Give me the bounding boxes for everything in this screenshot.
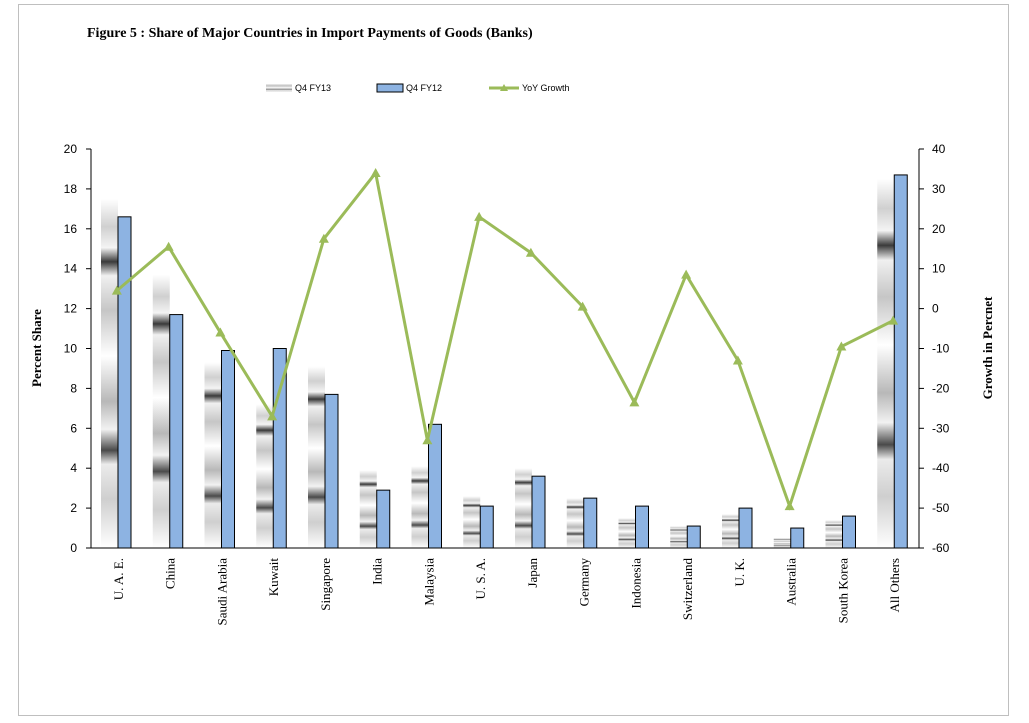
bar-q4fy12 [893, 174, 908, 549]
x-tick-label: Australia [784, 558, 799, 606]
bar-q4fy13 [101, 198, 118, 548]
legend-swatch-q4fy13 [266, 84, 292, 92]
line-yoy-growth [115, 169, 894, 511]
y-tick-label: 0 [70, 541, 77, 555]
marker-yoy-growth [784, 501, 795, 511]
y2-tick-label: 0 [932, 302, 939, 316]
x-tick-label: U. A. E. [111, 558, 126, 600]
y2-tick-label: 30 [932, 182, 946, 196]
bar-q4fy13 [877, 178, 895, 549]
y2-tick-label: -60 [932, 541, 950, 555]
legend-label-yoy: YoY Growth [522, 83, 570, 93]
bar-q4fy12 [738, 507, 753, 549]
bar-q4fy13 [411, 466, 429, 548]
bar-q4fy13 [722, 514, 739, 548]
y2-tick-label: -30 [932, 421, 950, 435]
legend-marker-yoy [500, 84, 508, 91]
y2-tick-label: 10 [932, 262, 946, 276]
y2-axis-title: Growth in Percnet [980, 296, 995, 399]
x-tick-label: Switzerland [680, 558, 695, 621]
marker-yoy-growth [370, 167, 381, 177]
x-tick-label: China [163, 558, 178, 589]
bar-q4fy13 [463, 496, 481, 548]
bar-q4fy12 [376, 489, 391, 549]
marker-yoy-growth [577, 301, 588, 311]
bar-q4fy12 [635, 505, 649, 549]
bar-q4fy12 [479, 505, 494, 549]
marker-yoy-growth [681, 269, 692, 279]
x-tick-label: U. S. A. [473, 558, 488, 600]
x-tick-label: Singapore [318, 558, 333, 611]
x-tick-label: Indonesia [628, 558, 643, 609]
bar-q4fy12 [531, 475, 546, 549]
legend-label-q4fy13: Q4 FY13 [295, 83, 331, 93]
bar-q4fy12 [842, 515, 856, 549]
marker-yoy-growth [525, 247, 536, 257]
marker-yoy-growth [732, 355, 743, 365]
bar-q4fy12 [117, 216, 132, 549]
plot-area: 0 2 4 6 8 10 12 14 16 18 20 -60 -50 -40 -30 -20 -10 0 10 20… [64, 142, 950, 626]
marker-yoy-growth [474, 211, 485, 221]
legend-swatch-q4fy12 [376, 83, 404, 93]
bar-q4fy12 [324, 393, 339, 549]
bar-q4fy12 [790, 527, 805, 549]
y-tick-label: 2 [70, 501, 77, 515]
marker-yoy-growth [422, 435, 433, 445]
y-tick-label: 18 [64, 182, 78, 196]
y-tick-label: 14 [64, 262, 78, 276]
bar-q4fy12 [221, 349, 235, 549]
x-tick-label: South Korea [835, 558, 850, 624]
y-tick-label: 16 [64, 222, 78, 236]
legend: Q4 FY13 Q4 FY12 YoY Growth [266, 83, 570, 93]
y-tick-label: 20 [64, 142, 78, 156]
y-tick-label: 8 [70, 381, 77, 395]
x-tick-label: All Others [887, 558, 902, 613]
x-tick-label: India [370, 558, 385, 585]
bar-q4fy13 [566, 498, 584, 548]
bar-q4fy13 [359, 470, 377, 548]
bar-q4fy13 [825, 520, 843, 548]
bar-q4fy13 [670, 526, 688, 548]
marker-yoy-growth [629, 397, 640, 407]
x-tick-label: Malaysia [421, 558, 436, 606]
marker-yoy-growth [111, 285, 122, 295]
y-tick-label: 12 [64, 302, 78, 316]
x-tick-label: Saudi Arabia [214, 558, 229, 626]
legend-label-q4fy12: Q4 FY12 [406, 83, 442, 93]
marker-yoy-growth [888, 315, 899, 325]
y-tick-label: 4 [70, 461, 77, 475]
bar-q4fy13 [773, 538, 791, 548]
y-tick-label: 6 [70, 421, 77, 435]
y2-tick-label: 20 [932, 222, 946, 236]
y2-tick-label: 40 [932, 142, 946, 156]
y2-tick-label: -40 [932, 461, 950, 475]
bar-q4fy13 [618, 518, 636, 548]
y2-tick-label: -10 [932, 342, 950, 356]
x-tick-label: Kuwait [266, 558, 281, 597]
marker-yoy-growth [836, 341, 847, 351]
x-tick-label: Germany [577, 558, 592, 607]
bar-q4fy13 [515, 468, 532, 548]
bar-q4fy13 [204, 362, 222, 548]
y2-tick-label: -20 [932, 381, 950, 395]
bar-q4fy13 [256, 404, 274, 548]
y-axis-title: Percent Share [29, 309, 44, 387]
y2-tick-label: -50 [932, 501, 950, 515]
x-tick-label: Japan [525, 558, 540, 588]
bar-q4fy12 [169, 314, 184, 549]
bar-q4fy12 [686, 525, 701, 549]
marker-yoy-growth [267, 411, 278, 421]
marker-yoy-growth [215, 327, 226, 337]
x-tick-label: U. K. [732, 558, 747, 587]
chart-title: Figure 5 : Share of Major Countries in I… [87, 26, 533, 41]
y-tick-label: 10 [64, 342, 78, 356]
bar-q4fy12 [583, 497, 598, 549]
marker-yoy-growth [318, 233, 329, 243]
marker-yoy-growth [163, 241, 174, 251]
bar-q4fy13 [308, 366, 325, 548]
bar-q4fy13 [152, 274, 170, 548]
